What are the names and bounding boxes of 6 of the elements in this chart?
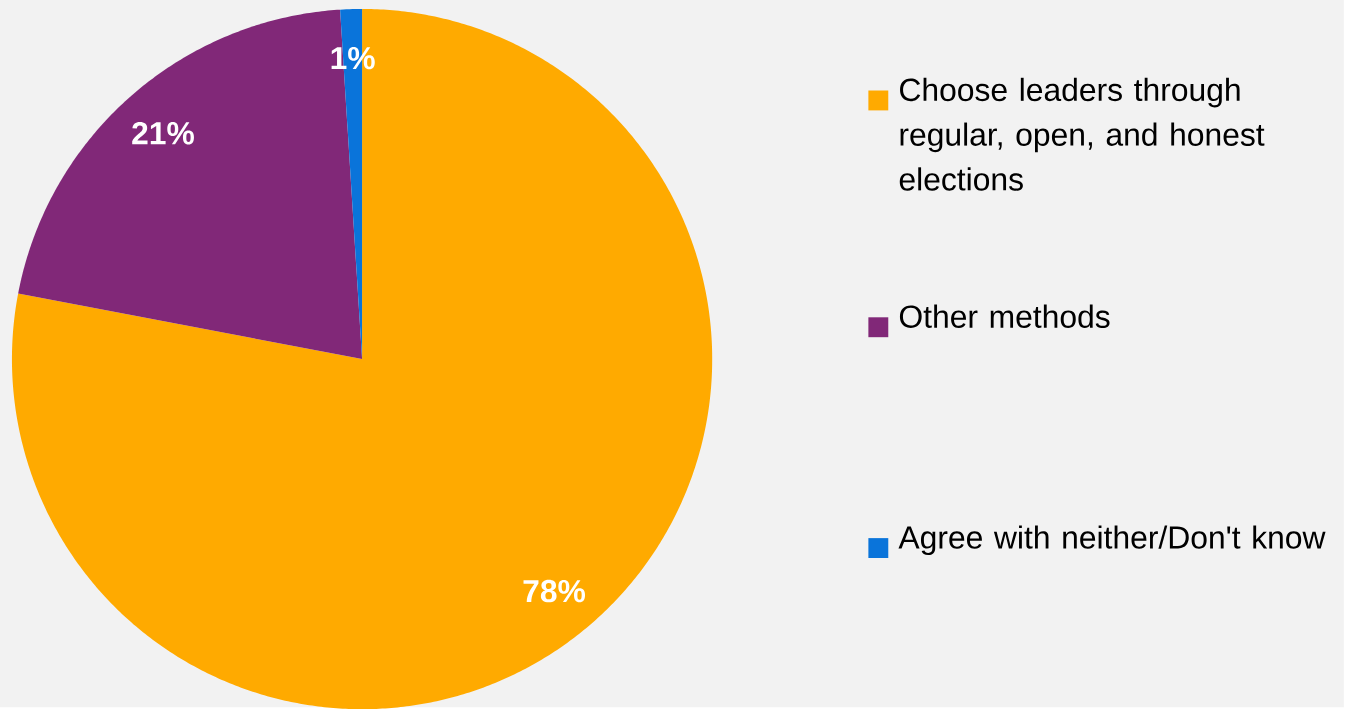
legend-label: Agree with neither/Don't know (898, 525, 1326, 555)
data-label: 78% (523, 579, 586, 603)
data-label: 1% (331, 46, 375, 70)
legend-label: Choose leaders through regular, open, and honest elections (899, 77, 1265, 191)
data-label: 21% (132, 121, 194, 145)
legend-label: Other methods (899, 304, 1110, 328)
